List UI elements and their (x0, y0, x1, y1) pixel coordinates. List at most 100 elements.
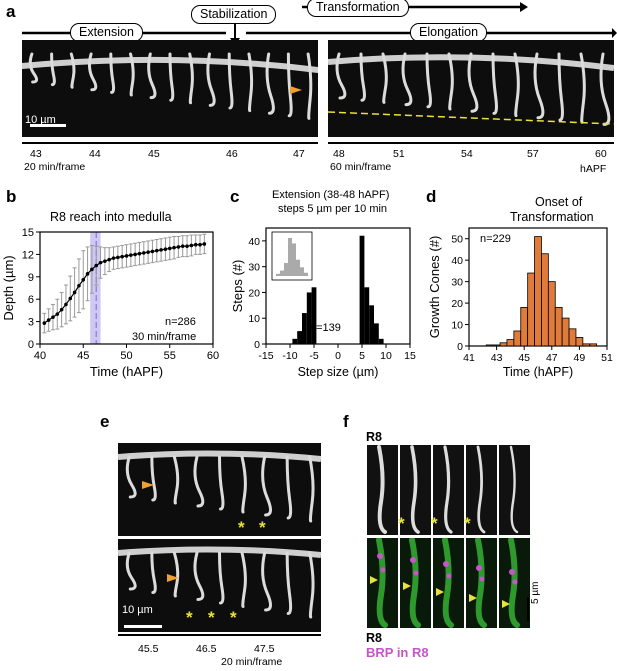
axon-frame-8 (513, 52, 520, 118)
xtick-label-5: 5 (359, 350, 365, 362)
left-tick-44: 44 (89, 148, 101, 160)
panel-d-label: d (426, 187, 437, 206)
phase-stabilization: Stabilization (191, 5, 277, 24)
asterisk-e5: * (230, 608, 237, 627)
onset-chart: 41 43 45 47 49 51 0 10 20 30 40 50 Time (hAPF) Growth… (427, 227, 613, 379)
panel-f-gray-0 (367, 445, 398, 535)
left-rate: 20 min/frame (24, 161, 86, 173)
xtick-label-0: 0 (335, 350, 341, 362)
panel-c-title-1: Extension (38-48 hAPF) (272, 189, 390, 201)
depth-point-6 (68, 296, 73, 301)
panel-f-gray-2 (433, 445, 464, 535)
depth-point-35 (193, 242, 198, 247)
xtick-label--5: -5 (309, 350, 318, 362)
step-bar-7 (369, 305, 374, 344)
axon-frame-4 (218, 551, 225, 605)
xtick-label-45: 45 (77, 350, 89, 362)
panel-f-gray-3 (466, 445, 497, 535)
inset-bar-0 (276, 273, 280, 276)
x-axis-label: Time (hAPF) (503, 365, 573, 379)
e-tick-47-5: 47.5 (254, 643, 275, 655)
panel-f-color-panels (367, 537, 531, 628)
axon-frame-2 (69, 52, 76, 89)
ytick-label-40: 40 (451, 255, 463, 267)
panel-f-scalebar (527, 597, 529, 621)
panel-f-color-1 (400, 537, 431, 628)
axon-frame-11 (579, 52, 586, 124)
right-axon-frames (328, 52, 614, 126)
panel-b-title: R8 reach into medulla (50, 210, 172, 224)
step-size-chart: -15 -10 -5 0 5 10 15 0 10 20 30 40 Step size (µm) Ste… (230, 227, 416, 379)
onset-bar-10 (554, 306, 563, 347)
panel-e-frames-bottom (118, 546, 321, 628)
asterisk-e2: * (259, 518, 266, 537)
panel-f-gray-1 (400, 445, 431, 535)
asterisk-f2: * (431, 514, 438, 533)
right-rate: 60 min/frame (330, 161, 392, 173)
panel-a-label: a (6, 2, 16, 21)
onset-bar-4 (513, 330, 522, 347)
onset-bar-6 (527, 272, 535, 347)
inset-bar-7 (304, 272, 308, 276)
axon-frame-6 (467, 52, 479, 113)
ytick-label-9: 9 (28, 272, 34, 284)
panel-b-rate: 30 min/frame (132, 331, 197, 343)
axon-frame-7 (285, 551, 293, 615)
depth-point-33 (185, 244, 189, 248)
step-bar-0 (292, 338, 298, 344)
panel-b-label: b (6, 187, 17, 206)
depth-point-21 (133, 252, 137, 257)
axon-frame-2 (381, 52, 388, 104)
ytick-label-0: 0 (457, 341, 463, 353)
depth-point-19 (124, 254, 129, 258)
ytick-label-40: 40 (248, 236, 260, 248)
panel-f-r8-top: R8 (366, 430, 382, 444)
onset-bar-5 (520, 306, 529, 347)
left-tick-43: 43 (30, 148, 42, 160)
axon-frame-8 (188, 52, 194, 105)
panel-f-r8-bottom: R8 (366, 631, 382, 645)
onset-bar-11 (561, 317, 570, 347)
xtick-label-40: 40 (34, 350, 46, 362)
axon-frame-7 (285, 455, 293, 520)
asterisk-e4: * (208, 608, 215, 627)
axon-frame-7 (491, 52, 498, 115)
panel-d-title-2: Transformation (510, 210, 594, 224)
ytick-label-20: 20 (248, 287, 260, 299)
inset-bar-5 (296, 259, 300, 276)
xtick-label-10: 10 (380, 350, 392, 362)
xtick-label-50: 50 (120, 350, 132, 362)
xtick-label-51: 51 (601, 352, 613, 364)
ytick-label-12: 12 (22, 249, 34, 261)
depth-point-28 (163, 247, 168, 251)
left-axon-frames (22, 52, 318, 127)
depth-point-15 (107, 257, 111, 262)
axon-frame-4 (109, 52, 116, 94)
depth-point-23 (142, 251, 146, 255)
onset-bar-15 (589, 343, 598, 347)
axon-frame-11 (247, 52, 254, 113)
depth-point-12 (94, 263, 99, 268)
depth-point-0 (42, 321, 47, 325)
axon-frame-3 (87, 52, 98, 92)
xtick-label-43: 43 (491, 352, 503, 364)
depth-point-30 (172, 245, 176, 250)
depth-point-13 (98, 260, 103, 265)
axon-frame-0 (335, 52, 347, 100)
asterisk-e3: * (186, 608, 193, 627)
step-bar-5 (359, 235, 365, 344)
panel-f-brp-label: BRP in R8 (366, 645, 429, 660)
axon-frame-12 (265, 52, 275, 115)
depth-point-37 (202, 242, 207, 246)
axon-frame-14 (306, 52, 313, 120)
arrowhead-e-top (142, 481, 154, 489)
xtick-label-47: 47 (546, 352, 558, 364)
inset-bar-1 (280, 270, 284, 276)
axon-frame-4 (218, 455, 225, 511)
axon-frame-6 (261, 455, 272, 517)
axon-frame-9 (206, 52, 216, 107)
depth-point-36 (198, 242, 202, 247)
asterisk-f3: * (464, 514, 471, 533)
depth-point-24 (146, 250, 150, 254)
xtick-label-41: 41 (463, 352, 475, 364)
